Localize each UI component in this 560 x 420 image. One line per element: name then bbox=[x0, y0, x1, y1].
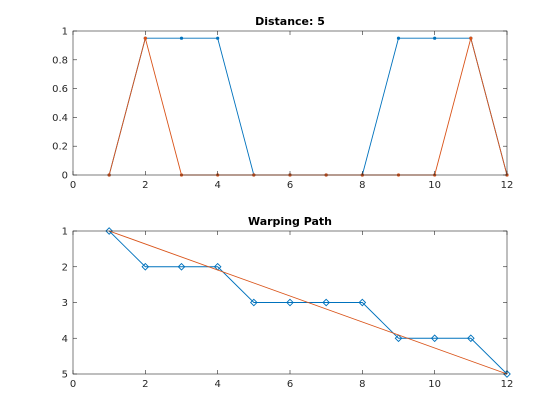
y-tick-label: 4 bbox=[62, 334, 68, 345]
x-tick-label: 2 bbox=[142, 379, 148, 390]
data-point bbox=[358, 298, 367, 307]
x-tick-label: 6 bbox=[287, 180, 293, 191]
x-tick-label: 6 bbox=[287, 379, 293, 390]
data-point bbox=[469, 36, 473, 40]
y-tick-label: 0.4 bbox=[52, 113, 68, 124]
x-tick-label: 2 bbox=[142, 180, 148, 191]
data-point bbox=[249, 298, 258, 307]
data-point bbox=[430, 334, 439, 343]
x-tick-label: 0 bbox=[70, 180, 76, 191]
x-tick-label: 8 bbox=[359, 180, 365, 191]
data-point bbox=[105, 227, 114, 235]
x-tick-label: 8 bbox=[359, 379, 365, 390]
x-tick-label: 4 bbox=[214, 180, 220, 191]
y-tick-label: 0.8 bbox=[52, 55, 68, 66]
y-tick-label: 3 bbox=[62, 298, 68, 309]
data-point bbox=[177, 262, 186, 271]
data-point bbox=[433, 36, 437, 40]
series-1-line bbox=[108, 37, 508, 176]
data-point bbox=[143, 36, 147, 40]
data-point bbox=[179, 36, 184, 40]
data-point bbox=[141, 262, 150, 271]
y-tick-label: 1 bbox=[62, 27, 68, 38]
data-point bbox=[466, 334, 475, 343]
y-tick-label: 0 bbox=[62, 171, 68, 182]
x-tick-label: 4 bbox=[214, 379, 220, 390]
y-tick-label: 5 bbox=[62, 370, 68, 381]
data-point bbox=[396, 36, 401, 40]
data-point bbox=[286, 298, 294, 307]
distance-plot: 0 2 4 6 8 10 12 0 0.2 0.4 0.6 0.8 1 Distance: 5 bbox=[52, 15, 513, 191]
chart-title: Distance: 5 bbox=[255, 15, 325, 28]
y-tick-label: 1 bbox=[62, 227, 68, 238]
data-point bbox=[394, 334, 403, 343]
series-2-line bbox=[108, 36, 508, 176]
data-point bbox=[216, 36, 220, 40]
x-tick-label: 10 bbox=[428, 379, 441, 390]
y-tick-label: 0.2 bbox=[52, 142, 68, 153]
chart-title: Warping Path bbox=[248, 215, 332, 228]
data-point bbox=[322, 298, 331, 307]
x-tick-label: 0 bbox=[70, 379, 76, 390]
axes-box bbox=[72, 30, 508, 176]
series-2-line bbox=[109, 230, 508, 375]
x-tick-label: 12 bbox=[501, 379, 514, 390]
x-tick-label: 10 bbox=[428, 180, 441, 191]
x-tick-label: 12 bbox=[501, 180, 514, 191]
y-tick-label: 0.6 bbox=[52, 84, 68, 95]
y-tick-label: 2 bbox=[62, 262, 68, 273]
